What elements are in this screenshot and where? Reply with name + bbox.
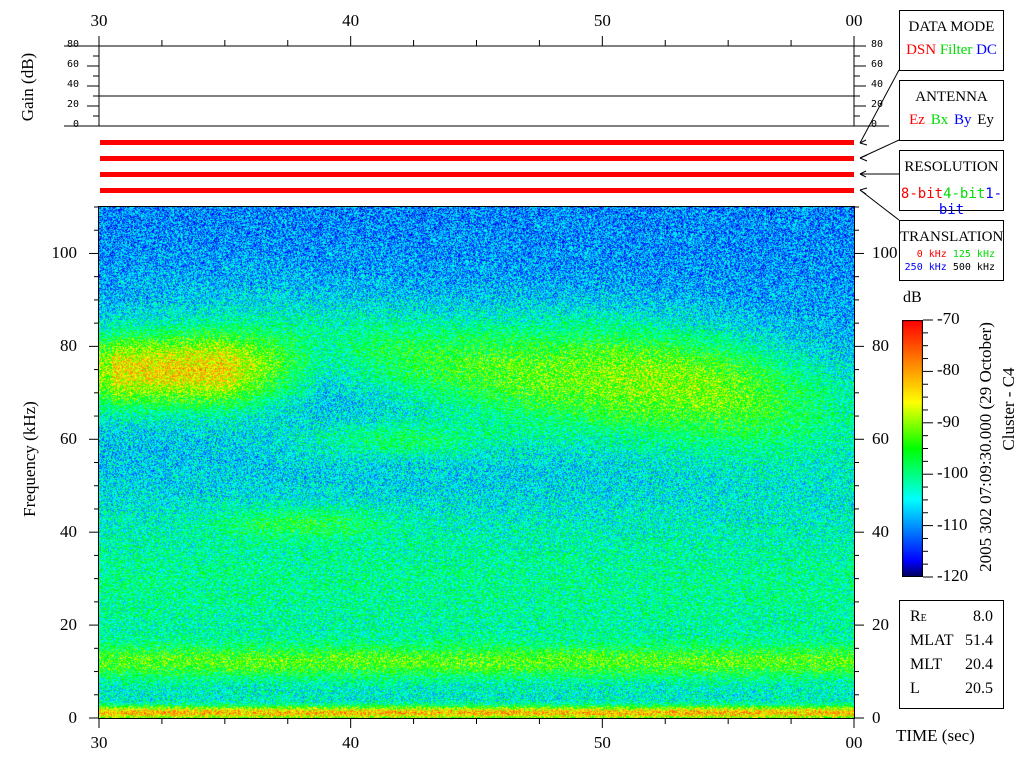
arrowhead xyxy=(859,170,867,175)
colorbar xyxy=(902,320,923,577)
resolution-title: RESOLUTION xyxy=(904,159,999,175)
arrowhead xyxy=(859,157,868,162)
legend-item: 500 kHz xyxy=(952,262,995,273)
legend-item: 8-bit xyxy=(900,186,944,202)
leader-line-data-mode xyxy=(859,69,900,144)
info-value: 20.4 xyxy=(965,656,993,673)
colorbar-tick-label: -120 xyxy=(937,566,969,585)
translation-title: TRANSLATION xyxy=(900,229,1004,245)
legend-item: By xyxy=(953,112,972,128)
colorbar-tick-label: -110 xyxy=(937,514,968,534)
spectrogram-heatmap xyxy=(99,207,854,718)
legend-item: Ez xyxy=(909,112,925,128)
data-mode-legend: DATA MODE DSN Filter DC xyxy=(899,10,1004,71)
timestamp-title: 2005 302 07:09:30.000 (29 October) xyxy=(976,322,995,572)
legend-item: 0 kHz xyxy=(916,249,947,260)
legend-item: Filter xyxy=(939,42,973,58)
y-axis-label: Frequency (kHz) xyxy=(20,401,39,517)
x-tick-label: 00 xyxy=(845,733,863,752)
status-bar xyxy=(100,140,854,145)
legend-item: Bx xyxy=(930,112,949,128)
status-bar xyxy=(100,188,854,193)
y-tick-label-right: 60 xyxy=(872,429,889,449)
arrowhead xyxy=(859,189,867,195)
gain-tick-label: 40 xyxy=(66,79,79,90)
x-axis-label: TIME (sec) xyxy=(896,726,975,745)
y-tick-label: 40 xyxy=(60,522,77,542)
y-tick-label-right: 40 xyxy=(872,522,889,542)
top-x-tick-label: 00 xyxy=(845,11,863,30)
gain-tick-label-right: 40 xyxy=(871,79,884,90)
y-tick-label: 60 xyxy=(60,429,77,449)
antenna-legend: ANTENNA Ez Bx By Ey xyxy=(899,80,1004,141)
gain-tick-label: 20 xyxy=(66,99,79,110)
info-value: 8.0 xyxy=(973,608,993,625)
arrowhead xyxy=(859,142,868,146)
gain-tick-label-right: 0 xyxy=(871,119,878,130)
y-tick-label: 100 xyxy=(51,243,78,263)
info-row-l: L 20.5 xyxy=(900,677,1003,701)
y-tick-label: 80 xyxy=(60,336,77,356)
antenna-title: ANTENNA xyxy=(915,89,988,105)
colorbar-tick-label: -70 xyxy=(937,309,960,328)
status-bar xyxy=(100,156,854,161)
info-row-mlt: MLT 20.4 xyxy=(900,653,1003,677)
info-label: MLAT xyxy=(910,632,954,649)
info-value: 20.5 xyxy=(965,680,993,697)
data-mode-title: DATA MODE xyxy=(908,19,995,35)
arrowhead xyxy=(859,139,867,144)
resolution-legend: RESOLUTION 8-bit4-bit1-bit xyxy=(899,150,1004,218)
colorbar-tick-label: -100 xyxy=(937,463,969,483)
info-row-mlat: MLAT 51.4 xyxy=(900,629,1003,653)
y-tick-label-right: 0 xyxy=(872,708,881,727)
colorbar-label: dB xyxy=(903,289,922,306)
gain-tick-label-right: 20 xyxy=(871,99,884,110)
legend-item: 4-bit xyxy=(943,186,986,202)
status-bar xyxy=(100,172,854,177)
top-x-tick-label: 50 xyxy=(593,11,611,30)
legend-item: 1-bit xyxy=(938,186,1003,218)
info-value: 51.4 xyxy=(965,632,993,649)
y-tick-label-right: 100 xyxy=(872,243,898,263)
info-label: L xyxy=(910,680,920,697)
x-tick-label: 30 xyxy=(90,733,108,752)
gain-tick-label: 80 xyxy=(66,39,79,50)
y-tick-label: 0 xyxy=(68,708,78,727)
legend-item: 250 kHz xyxy=(904,262,947,273)
spacecraft-label: Cluster - C4 xyxy=(999,367,1018,451)
translation-legend: TRANSLATION 0 kHz 125 kHz 250 kHz 500 kH… xyxy=(899,220,1004,281)
gain-tick-label: 0 xyxy=(72,119,79,130)
arrowhead xyxy=(859,173,867,178)
gain-tick-label-right: 60 xyxy=(871,59,884,70)
colorbar-tick-label: -90 xyxy=(937,411,960,431)
info-label: RE xyxy=(910,608,927,625)
legend-item: DSN xyxy=(906,42,937,58)
info-row-re: RE 8.0 xyxy=(900,605,1003,629)
gain-tick-label-right: 80 xyxy=(871,39,884,50)
orbit-info-box: RE 8.0 MLAT 51.4 MLT 20.4 L 20.5 xyxy=(899,600,1004,709)
y-tick-label-right: 80 xyxy=(872,336,889,356)
legend-item: DC xyxy=(976,42,997,58)
gain-tick-label: 60 xyxy=(66,59,79,70)
top-x-tick-label: 40 xyxy=(342,11,360,30)
colorbar-tick-label: -80 xyxy=(937,360,960,380)
y-tick-label-right: 20 xyxy=(872,615,889,635)
leader-line-translation xyxy=(859,189,900,221)
arrowhead xyxy=(859,154,868,159)
legend-item: 125 kHz xyxy=(952,249,995,260)
x-tick-label: 50 xyxy=(593,733,611,752)
gain-axis-label: Gain (dB) xyxy=(18,52,37,122)
info-label: MLT xyxy=(910,656,943,673)
top-x-tick-label: 30 xyxy=(90,11,108,30)
arrowhead xyxy=(859,187,868,191)
y-tick-label: 20 xyxy=(60,615,77,635)
legend-item: Ey xyxy=(977,112,994,128)
x-tick-label: 40 xyxy=(342,733,360,752)
